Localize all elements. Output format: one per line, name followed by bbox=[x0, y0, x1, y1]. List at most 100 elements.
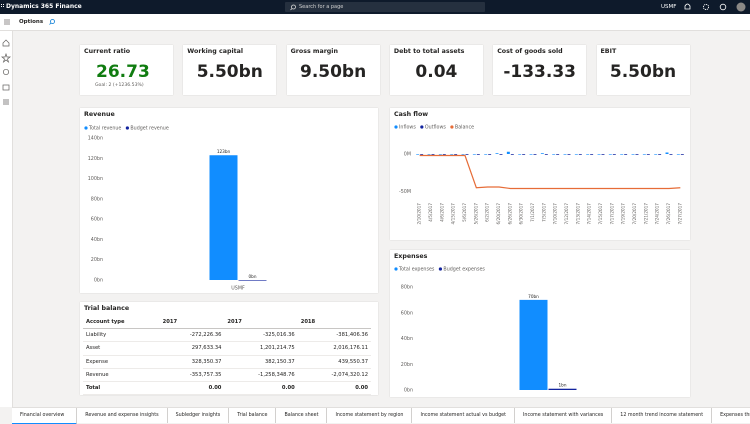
revenue-chart: Total revenue Budget revenue 0bn 20bn 40bn 60… bbox=[84, 126, 267, 292]
x-tick-label: 7/1/2017 bbox=[530, 203, 535, 222]
bar bbox=[578, 154, 582, 155]
data-label: 0bn bbox=[249, 274, 257, 279]
bar bbox=[597, 154, 601, 155]
legend-marker bbox=[420, 125, 424, 129]
bar bbox=[431, 154, 435, 155]
x-tick-label: 7/12/2017 bbox=[564, 203, 569, 225]
tab[interactable]: Income statement with variances bbox=[515, 408, 613, 423]
top-bar: Dynamics 365 Finance Search for a page U… bbox=[0, 0, 750, 14]
expenses-panel: Total expenses Budget expenses 0bn 20bn 40bn… bbox=[390, 250, 690, 397]
kpi-goal: Goal: 2 (+1236.53%) bbox=[95, 83, 144, 88]
bar bbox=[529, 154, 533, 155]
bar bbox=[427, 154, 431, 155]
x-tick-label: 5/6/2017 bbox=[462, 203, 467, 222]
kpi-tile: Cost of goods sold -133.33 bbox=[493, 45, 587, 95]
bar bbox=[519, 299, 548, 390]
search-box[interactable]: Search for a page bbox=[285, 2, 485, 12]
header-row: Account type 2017 2017 2018 bbox=[83, 316, 371, 330]
kpi-title: Cost of goods sold bbox=[497, 48, 563, 55]
tab[interactable]: Revenue and expense insights bbox=[77, 408, 168, 423]
bar bbox=[420, 154, 424, 155]
bar bbox=[488, 154, 492, 155]
bar bbox=[658, 154, 662, 155]
bar bbox=[563, 154, 567, 155]
cell: 0.00 bbox=[297, 381, 371, 395]
bar bbox=[499, 154, 503, 155]
kpi-value: 0.04 bbox=[415, 62, 458, 82]
y-tick-label: 0bn bbox=[94, 278, 103, 284]
legend-label[interactable]: Budget expenses bbox=[443, 267, 485, 273]
tab[interactable]: 12 month trend income statement bbox=[612, 408, 713, 423]
cell: -1,258,348.76 bbox=[224, 368, 298, 382]
x-tick-label: 7/5/2017 bbox=[541, 203, 546, 222]
bar bbox=[442, 154, 446, 155]
x-tick-label: 6/20/2017 bbox=[496, 203, 501, 225]
tab[interactable]: Subledger insights bbox=[167, 408, 230, 423]
top-icons[interactable] bbox=[680, 0, 750, 14]
company[interactable]: USMF bbox=[661, 4, 677, 10]
legend-label[interactable]: Balance bbox=[455, 125, 474, 131]
x-tick-label: 6/26/2017 bbox=[507, 203, 512, 225]
column-header: Account type bbox=[83, 316, 160, 330]
x-tick-label: 7/21/2017 bbox=[643, 203, 648, 225]
search-placeholder: Search for a page bbox=[299, 4, 344, 10]
legend-label[interactable]: Inflows bbox=[399, 125, 416, 131]
menu-icon[interactable] bbox=[3, 18, 11, 26]
nav-rail bbox=[0, 31, 13, 407]
table-row: Liability -272,226.36 -325,016.36 -381,406.… bbox=[83, 328, 371, 343]
legend-label[interactable]: Total expenses bbox=[398, 267, 435, 273]
y-tick-label: 20bn bbox=[91, 257, 103, 263]
panel-title: Revenue bbox=[84, 111, 115, 118]
kpi-tile: Current ratio 26.73 Goal: 2 (+1236.53%) bbox=[80, 45, 173, 95]
kpi-tile: EBIT 5.50bn bbox=[596, 45, 690, 95]
tab[interactable]: Trial balance bbox=[229, 408, 277, 423]
bar bbox=[631, 154, 635, 155]
tab[interactable]: Income statement by region bbox=[327, 408, 413, 423]
bar bbox=[552, 154, 556, 155]
bar bbox=[438, 154, 442, 155]
legend-label[interactable]: Budget revenue bbox=[130, 126, 168, 132]
legend-label[interactable]: Total revenue bbox=[88, 126, 121, 132]
kpi-title: EBIT bbox=[600, 48, 617, 55]
y-tick-label: 0M bbox=[404, 152, 411, 158]
legend-marker bbox=[394, 125, 398, 129]
legend-label[interactable]: Outflows bbox=[425, 125, 447, 131]
bar bbox=[620, 154, 624, 155]
kpi-tile: Gross margin 9.50bn bbox=[286, 45, 380, 95]
cell: 439,550.37 bbox=[297, 355, 371, 369]
bar bbox=[676, 154, 680, 155]
panel-title: Expenses bbox=[394, 253, 428, 260]
table-row: Expense 328,350.37 382,150.37 439,550.37 bbox=[83, 355, 371, 369]
options-label[interactable]: Options bbox=[19, 19, 44, 25]
x-tick-label: 2/10/2017 bbox=[417, 203, 422, 225]
nav-icons[interactable] bbox=[0, 31, 12, 111]
bar bbox=[209, 155, 238, 280]
bar bbox=[522, 154, 526, 155]
cell: 0.00 bbox=[159, 381, 225, 395]
legend-marker bbox=[438, 267, 443, 271]
cell: 328,350.37 bbox=[159, 355, 225, 369]
options-search[interactable] bbox=[48, 18, 56, 26]
tab[interactable]: Expenses three year trend bbox=[712, 408, 750, 423]
cash-flow-chart: Inflows Outflows Balance -50M 0M 2/10/2017 4/5… bbox=[394, 125, 684, 225]
bar bbox=[646, 154, 650, 155]
row-label: Asset bbox=[83, 341, 160, 356]
bar bbox=[586, 154, 590, 155]
legend-marker bbox=[394, 267, 398, 271]
tab[interactable]: Balance sheet bbox=[276, 408, 328, 423]
tab[interactable]: Financial overview bbox=[12, 408, 78, 424]
bar bbox=[495, 153, 499, 154]
bar bbox=[669, 154, 673, 155]
kpi-title: Working capital bbox=[187, 48, 244, 55]
waffle[interactable] bbox=[0, 0, 6, 14]
kpi-title: Current ratio bbox=[84, 48, 131, 55]
cell: 382,150.37 bbox=[224, 355, 298, 369]
y-tick-label: 40bn bbox=[401, 336, 413, 342]
column-header: 2017 bbox=[224, 316, 298, 330]
y-tick-label: 20bn bbox=[401, 362, 413, 368]
tab[interactable]: Income statement actual vs budget bbox=[412, 408, 516, 423]
kpi-tile: Debt to total assets 0.04 bbox=[389, 45, 483, 95]
bar bbox=[654, 154, 658, 155]
bar bbox=[510, 154, 514, 155]
bar bbox=[590, 154, 594, 155]
